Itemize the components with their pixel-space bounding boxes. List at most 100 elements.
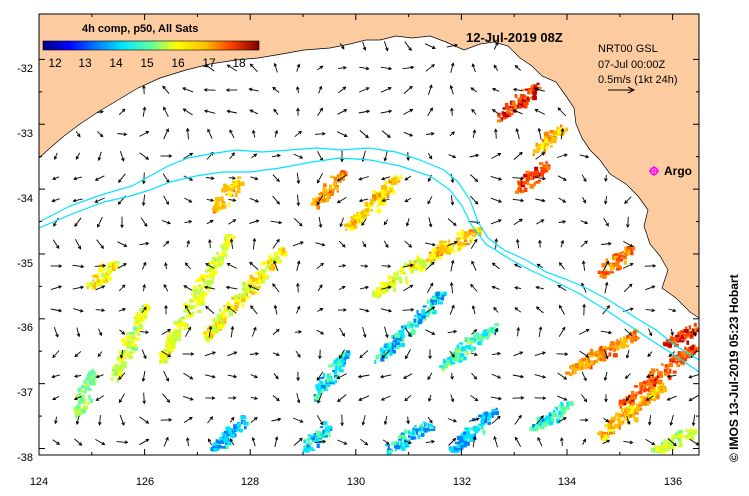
sst-pixel bbox=[527, 90, 531, 95]
sst-pixel bbox=[517, 180, 520, 184]
current-arrow bbox=[117, 133, 127, 135]
argo-float-marker[interactable]: Argo bbox=[649, 164, 692, 178]
current-arrow-head bbox=[606, 305, 610, 309]
current-arrow bbox=[493, 65, 499, 71]
current-arrow bbox=[559, 262, 565, 270]
map-title: 12-Jul-2019 08Z bbox=[466, 30, 563, 45]
sst-pixel bbox=[650, 377, 655, 380]
sst-pixel bbox=[441, 294, 446, 297]
current-arrow-head bbox=[255, 351, 260, 356]
sst-pixel bbox=[564, 127, 569, 132]
sst-pixel bbox=[421, 310, 425, 314]
sst-pixel bbox=[119, 373, 123, 378]
current-arrow bbox=[381, 130, 391, 138]
sst-pixel bbox=[685, 353, 691, 359]
current-arrow-head bbox=[316, 201, 321, 206]
current-arrow bbox=[272, 239, 280, 249]
current-arrow bbox=[581, 394, 587, 402]
sst-pixel bbox=[208, 325, 211, 330]
sst-pixel bbox=[391, 342, 396, 348]
current-arrow bbox=[404, 197, 412, 203]
sst-pixel bbox=[275, 256, 280, 260]
current-arrow-head bbox=[365, 87, 370, 91]
current-arrow-head bbox=[559, 304, 563, 309]
current-arrow bbox=[72, 286, 84, 290]
current-arrow bbox=[490, 197, 502, 203]
current-arrow-head bbox=[94, 199, 99, 203]
sst-pixel bbox=[379, 197, 384, 202]
current-arrow bbox=[76, 327, 80, 337]
sst-pixel bbox=[549, 134, 553, 137]
sst-pixel bbox=[223, 237, 227, 241]
current-arrow bbox=[603, 261, 609, 271]
sst-pixel bbox=[401, 339, 405, 343]
sst-pixel bbox=[685, 349, 689, 352]
sst-pixel bbox=[364, 203, 369, 207]
sst-pixel bbox=[175, 333, 179, 337]
sst-pixel bbox=[547, 130, 550, 134]
current-arrow-head bbox=[319, 308, 324, 312]
sst-pixel bbox=[190, 300, 194, 303]
current-arrow bbox=[491, 373, 501, 379]
sst-pixel bbox=[203, 335, 208, 338]
current-arrow bbox=[97, 351, 103, 357]
sst-pixel bbox=[625, 400, 629, 404]
sst-pixel bbox=[173, 339, 176, 343]
sst-pixel bbox=[334, 186, 339, 190]
current-arrow bbox=[205, 263, 215, 269]
sst-pixel bbox=[328, 193, 334, 197]
sst-pixel bbox=[419, 427, 424, 431]
sst-pixel bbox=[332, 189, 335, 194]
sst-pixel bbox=[375, 354, 380, 360]
sst-pixel bbox=[570, 364, 576, 370]
current-arrow bbox=[315, 242, 325, 246]
sst-pixel bbox=[651, 392, 655, 395]
current-arrow bbox=[534, 176, 546, 180]
sst-pixel bbox=[230, 433, 235, 439]
sst-pixel bbox=[207, 261, 210, 266]
current-arrow bbox=[362, 415, 366, 425]
current-arrow-head bbox=[629, 307, 634, 312]
sst-pixel bbox=[502, 111, 508, 117]
sst-pixel bbox=[523, 187, 528, 193]
current-arrow-head bbox=[603, 377, 608, 382]
current-arrow bbox=[384, 415, 388, 425]
sst-pixel bbox=[331, 363, 335, 367]
current-arrow bbox=[274, 436, 278, 448]
sst-pixel bbox=[643, 389, 647, 393]
current-arrow-head bbox=[385, 441, 390, 445]
current-arrow bbox=[493, 307, 499, 313]
current-arrow-head bbox=[254, 396, 259, 400]
sst-pixel bbox=[391, 179, 396, 184]
sst-pixel bbox=[242, 288, 245, 291]
sst-pixel bbox=[565, 371, 571, 375]
current-arrow-head bbox=[520, 198, 525, 203]
sst-pixel bbox=[511, 113, 514, 116]
x-tick-label: 134 bbox=[558, 476, 576, 488]
current-arrow bbox=[514, 415, 522, 425]
sst-pixel bbox=[232, 181, 236, 184]
sst-pixel bbox=[481, 416, 485, 421]
current-arrow-head bbox=[188, 219, 193, 224]
current-arrow-head bbox=[515, 127, 520, 133]
sst-pixel bbox=[678, 430, 682, 434]
current-arrow-head bbox=[319, 421, 324, 426]
sst-pixel bbox=[604, 271, 609, 275]
sst-pixel bbox=[678, 443, 683, 448]
current-arrow bbox=[229, 438, 235, 446]
sst-pixel bbox=[616, 343, 619, 348]
sst-pixel bbox=[609, 431, 614, 435]
sst-pixel bbox=[228, 239, 231, 245]
sst-pixel bbox=[393, 279, 397, 284]
sst-pixel bbox=[553, 137, 558, 140]
current-arrow bbox=[381, 265, 391, 267]
current-arrow-head bbox=[498, 199, 503, 203]
sst-pixel bbox=[460, 353, 465, 358]
sst-pixel bbox=[505, 112, 510, 118]
current-arrow bbox=[163, 128, 169, 140]
sst-pixel bbox=[316, 430, 321, 436]
sst-pixel bbox=[453, 357, 459, 362]
sst-pixel bbox=[338, 360, 343, 366]
sst-pixel bbox=[444, 363, 448, 369]
sst-pixel bbox=[625, 344, 630, 348]
